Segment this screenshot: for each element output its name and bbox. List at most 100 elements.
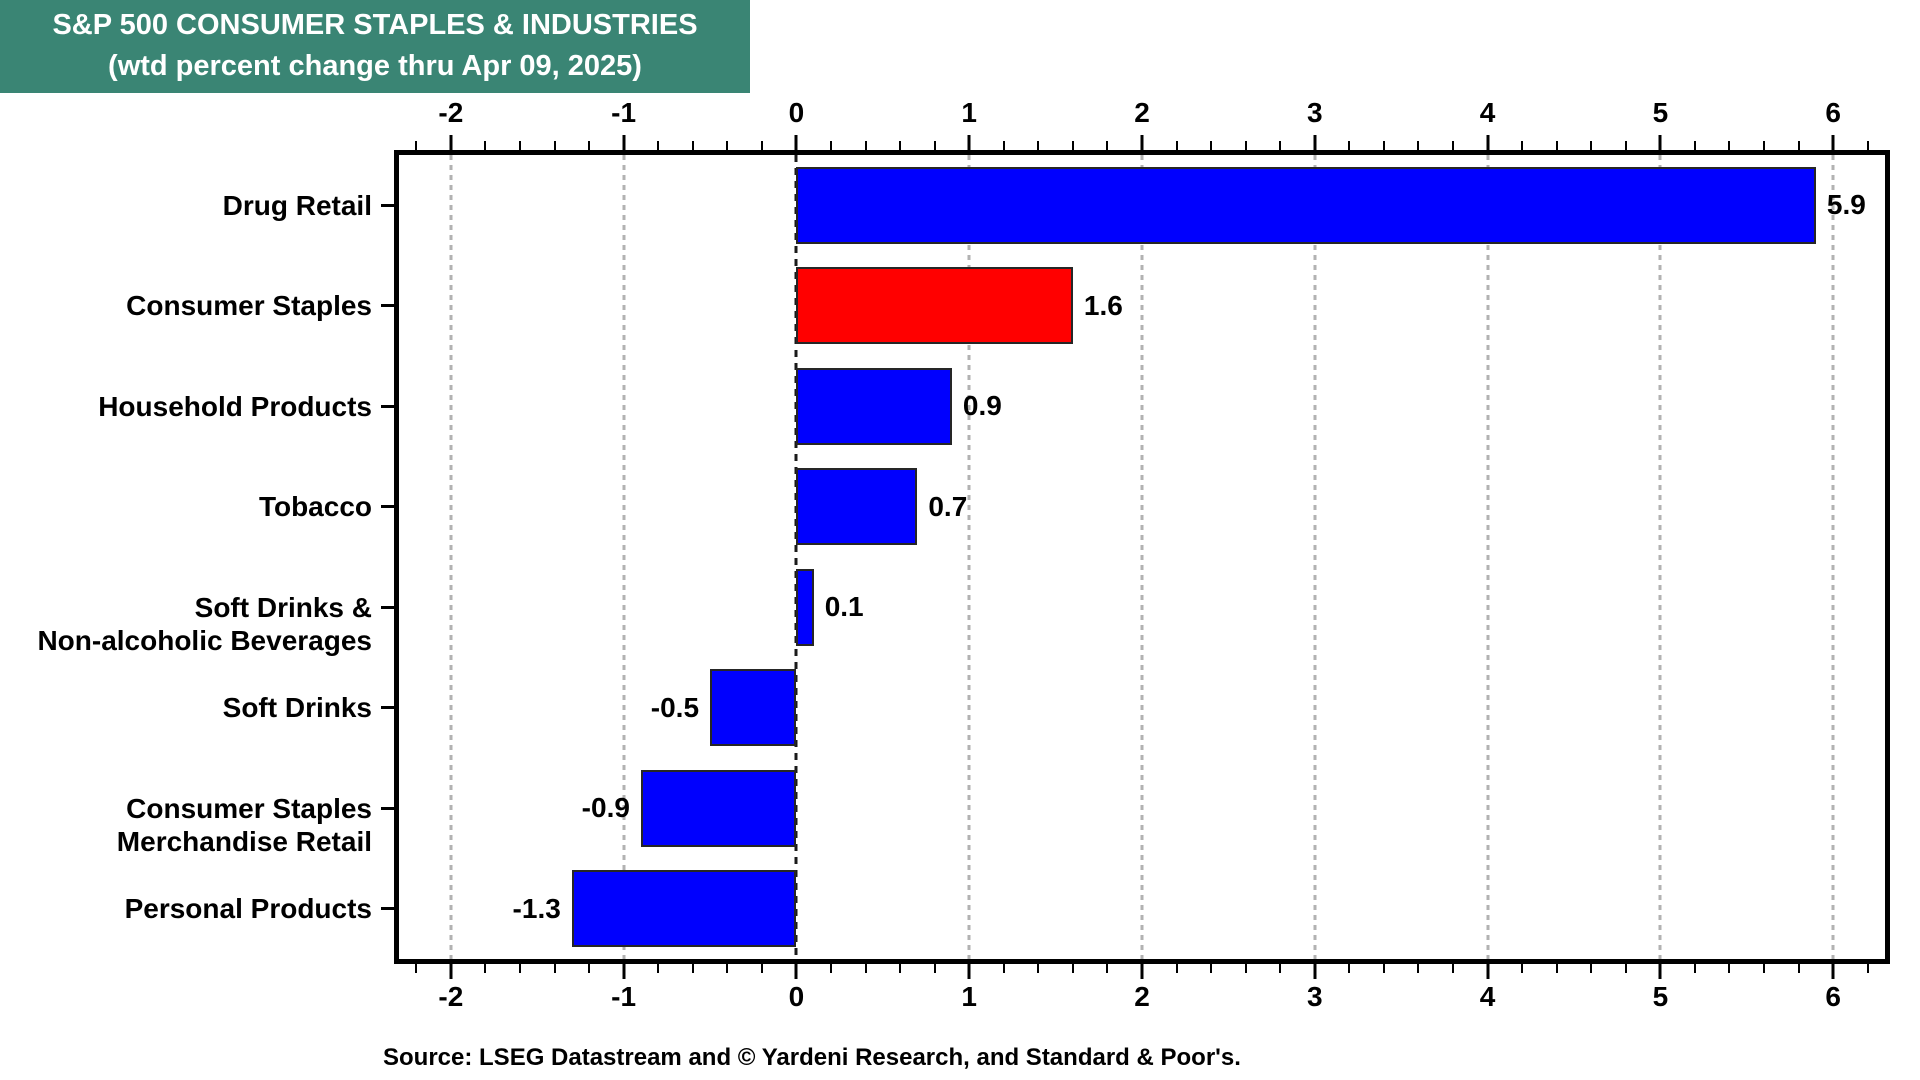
minor-tick-0.6	[899, 141, 902, 150]
minor-tick-5.8	[1797, 141, 1800, 150]
minor-tick-4.2	[1521, 141, 1524, 150]
major-tick--1	[622, 135, 626, 150]
category-label-line: Merchandise Retail	[116, 825, 372, 857]
bar-tobacco	[796, 468, 918, 546]
minor-tick-3.4	[1382, 141, 1385, 150]
minor-tick-0.8	[933, 964, 936, 973]
value-label-soft-drinks: -0.5	[650, 691, 700, 723]
category-label-line: Soft Drinks &	[194, 591, 372, 623]
axis-tick-label-2: 2	[1134, 981, 1150, 1012]
row-tick-soft-drinks-non-alcoholic-beverages	[381, 605, 394, 609]
minor-tick--0.6	[691, 141, 694, 150]
minor-tick--2.2	[415, 964, 418, 973]
major-tick--2	[449, 964, 453, 979]
major-tick-1	[967, 964, 971, 979]
gridline-4	[1486, 155, 1490, 959]
major-tick-4	[1486, 964, 1490, 979]
category-label-line: Soft Drinks	[222, 692, 372, 724]
chart-title-box: S&P 500 CONSUMER STAPLES & INDUSTRIES (w…	[0, 0, 750, 93]
value-label-consumer-staples-merchandise-retail: -0.9	[581, 792, 630, 824]
axis-tick-label--1: -1	[611, 97, 637, 128]
bar-consumer-staples-merchandise-retail	[640, 769, 797, 847]
major-tick-6	[1831, 964, 1835, 979]
major-tick-5	[1658, 135, 1662, 150]
axis-tick-label-6: 6	[1825, 981, 1841, 1012]
minor-tick--0.2	[760, 964, 763, 973]
minor-tick-2.6	[1244, 964, 1247, 973]
chart-title-line1: S&P 500 CONSUMER STAPLES & INDUSTRIES	[52, 9, 698, 41]
category-label-personal-products: Personal Products	[125, 892, 372, 925]
minor-tick--2.2	[415, 141, 418, 150]
major-tick--2	[449, 135, 453, 150]
row-tick-personal-products	[381, 907, 394, 911]
category-label-line: Personal Products	[124, 893, 372, 925]
minor-tick-0.2	[829, 141, 832, 150]
minor-tick-2.8	[1279, 141, 1282, 150]
axis-tick-label-0: 0	[788, 97, 805, 128]
major-tick-2	[1140, 964, 1144, 979]
category-label-consumer-staples-merchandise-retail: Consumer Staples Merchandise Retail	[117, 792, 372, 858]
bottom-axis-labels: -2 -1 0 1 2 3 4 5 6	[399, 978, 1885, 1016]
category-label-line: Drug Retail	[222, 189, 372, 221]
axis-tick-label-4: 4	[1479, 97, 1496, 128]
major-tick-4	[1486, 135, 1490, 150]
minor-tick-4.6	[1590, 964, 1593, 973]
chart-title-line2: (wtd percent change thru Apr 09, 2025)	[108, 50, 642, 82]
minor-tick--0.8	[657, 141, 660, 150]
minor-tick-2.2	[1175, 141, 1178, 150]
minor-tick-4.2	[1521, 964, 1524, 973]
minor-tick--0.4	[726, 141, 729, 150]
axis-tick-label-3: 3	[1306, 981, 1323, 1012]
major-tick-2	[1140, 135, 1144, 150]
minor-tick-5.6	[1763, 964, 1766, 973]
category-label-drug-retail: Drug Retail	[223, 189, 372, 222]
axis-tick-label-2: 2	[1134, 97, 1150, 128]
category-label-line: Consumer Staples	[126, 792, 372, 824]
value-label-soft-drinks-non-alcoholic-beverages: 0.1	[824, 591, 864, 623]
bar-drug-retail	[796, 166, 1816, 244]
row-tick-consumer-staples	[381, 304, 394, 308]
major-tick-0	[794, 964, 798, 979]
row-tick-consumer-staples-merchandise-retail	[381, 806, 394, 810]
row-tick-soft-drinks	[381, 706, 394, 710]
minor-tick--1.4	[553, 141, 556, 150]
minor-tick-0.8	[933, 141, 936, 150]
minor-tick-1.4	[1037, 964, 1040, 973]
axis-tick-label-4: 4	[1479, 981, 1496, 1012]
minor-tick-5.2	[1693, 141, 1696, 150]
minor-tick-3.2	[1348, 964, 1351, 973]
minor-tick-6.2	[1866, 964, 1869, 973]
minor-tick-2.2	[1175, 964, 1178, 973]
minor-tick--1.6	[518, 964, 521, 973]
category-label-consumer-staples: Consumer Staples	[126, 289, 372, 322]
row-tick-household-products	[381, 404, 394, 408]
minor-tick-5.4	[1728, 141, 1731, 150]
minor-tick-5.6	[1763, 141, 1766, 150]
minor-tick--0.4	[726, 964, 729, 973]
major-tick-5	[1658, 964, 1662, 979]
value-label-tobacco: 0.7	[928, 490, 968, 522]
category-label-line: Consumer Staples	[126, 290, 372, 322]
bar-soft-drinks-non-alcoholic-beverages	[796, 568, 814, 646]
zero-gridline	[794, 155, 798, 959]
minor-tick--1.4	[553, 964, 556, 973]
category-label-household-products: Household Products	[98, 390, 372, 423]
major-tick--1	[622, 964, 626, 979]
minor-tick-1.2	[1002, 964, 1005, 973]
value-label-household-products: 0.9	[962, 390, 1002, 422]
gridline--1	[622, 155, 626, 959]
axis-tick-label-6: 6	[1825, 97, 1841, 128]
category-label-line: Tobacco	[258, 491, 372, 523]
minor-tick--1.6	[518, 141, 521, 150]
minor-tick-3.4	[1382, 964, 1385, 973]
axis-tick-label--2: -2	[438, 97, 464, 128]
minor-tick-2.6	[1244, 141, 1247, 150]
bottom-axis-ticks	[399, 964, 1885, 980]
source-note: Source: LSEG Datastream and © Yardeni Re…	[383, 1044, 1241, 1071]
category-label-soft-drinks: Soft Drinks	[223, 691, 372, 724]
gridline-3	[1313, 155, 1317, 959]
major-tick-1	[967, 135, 971, 150]
minor-tick-4.4	[1555, 141, 1558, 150]
gridline-1	[967, 155, 971, 959]
minor-tick-1.2	[1002, 141, 1005, 150]
